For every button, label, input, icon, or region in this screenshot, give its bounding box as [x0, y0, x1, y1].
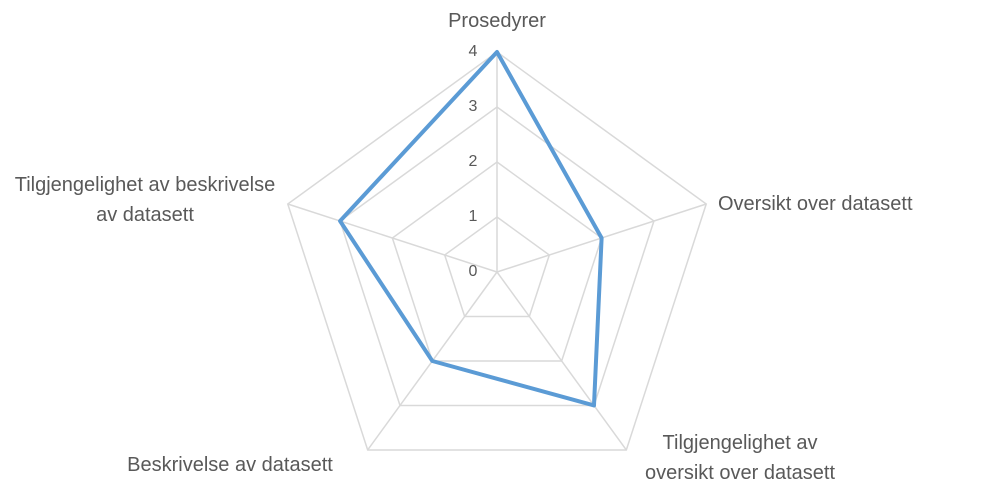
y-tick-label: 4 [469, 43, 478, 60]
category-label: Tilgjengelighet av beskrivelse av datase… [14, 174, 276, 226]
grid-ring [391, 161, 603, 362]
category-label: Tilgjengelighet av oversikt over dataset… [644, 432, 836, 484]
spoke [496, 271, 627, 451]
category-label: Prosedyrer [448, 10, 546, 32]
grid-ring [286, 51, 708, 451]
category-label: Beskrivelse av datasett [127, 454, 333, 476]
spoke [287, 203, 498, 273]
grid-ring [339, 106, 655, 407]
y-tick-label: 2 [469, 153, 478, 170]
category-label: Oversikt over datasett [718, 193, 913, 215]
series-line [338, 50, 604, 408]
y-tick-label: 0 [469, 263, 478, 280]
y-tick-label: 3 [469, 98, 478, 115]
grid-ring [443, 216, 551, 318]
y-tick-label: 1 [469, 208, 478, 225]
